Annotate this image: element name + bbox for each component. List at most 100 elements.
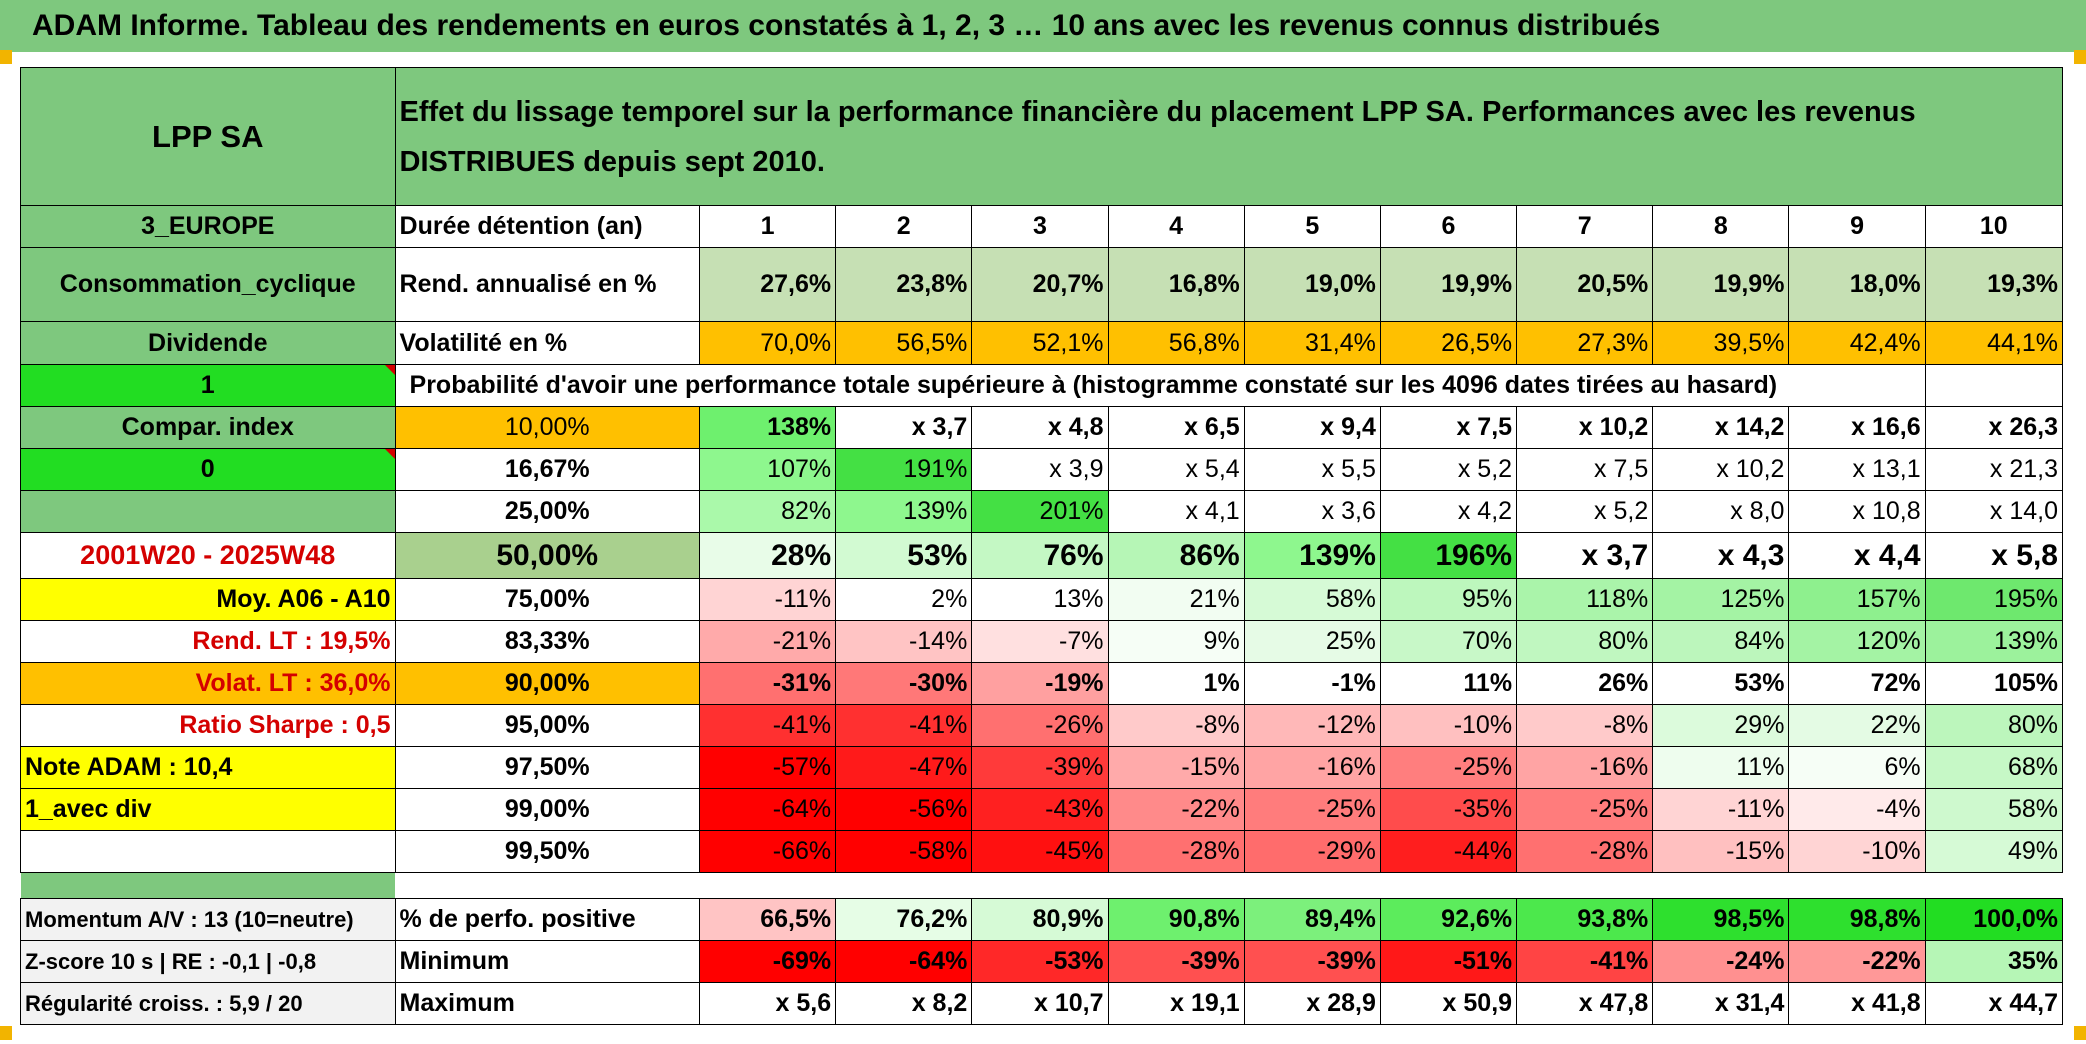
positive-cell: 100,0% <box>1924 898 2064 941</box>
corner-marker <box>0 50 12 64</box>
percentile-cell: -31% <box>698 662 837 705</box>
percentile-cell: 118% <box>1516 578 1654 621</box>
percentile-row: 99,50% -66% -58% -45% -28% -29% -44% -28% -15% -1… <box>20 830 2064 873</box>
percentile-cell: 86% <box>1107 532 1245 579</box>
region-label: 3_EUROPE <box>20 205 396 248</box>
year-3: 3 <box>971 205 1109 248</box>
percentile-cell: -43% <box>971 788 1109 831</box>
rend-lt-label: Rend. LT : 19,5% <box>20 620 396 663</box>
percentile-cell: -7% <box>971 620 1109 663</box>
percentile-cell: -64% <box>698 788 837 831</box>
percentile-cell: -25% <box>1379 746 1518 789</box>
percentile-label: 16,67% <box>394 448 700 491</box>
percentile-cell: 201% <box>971 490 1109 533</box>
percentile-cell: -10% <box>1788 830 1926 873</box>
percentile-cell: -11% <box>698 578 837 621</box>
rend-cell: 19,3% <box>1924 247 2064 322</box>
positive-cell: 98,8% <box>1788 898 1926 941</box>
percentile-cell: 6% <box>1788 746 1926 789</box>
percentile-cell: 157% <box>1788 578 1926 621</box>
maximum-cell: x 8,2 <box>835 982 973 1025</box>
percentile-cell: 70% <box>1379 620 1518 663</box>
percentile-label: 99,00% <box>394 788 700 831</box>
percentile-cell: 76% <box>971 532 1109 579</box>
percentile-cell: 26% <box>1516 662 1654 705</box>
corner-marker <box>2074 1026 2086 1040</box>
maximum-cell: x 5,6 <box>698 982 837 1025</box>
percentile-cell: x 5,8 <box>1924 532 2064 579</box>
percentile-cell: 80% <box>1924 704 2064 747</box>
percentile-cell: x 4,4 <box>1788 532 1926 579</box>
volat-cell: 56,8% <box>1107 321 1245 365</box>
year-7: 7 <box>1516 205 1654 248</box>
percentile-cell: -25% <box>1516 788 1654 831</box>
minimum-cell: -69% <box>698 940 837 983</box>
percentile-cell: x 10,8 <box>1788 490 1926 533</box>
minimum-cell: -39% <box>1107 940 1245 983</box>
positive-cell: 90,8% <box>1107 898 1245 941</box>
percentile-cell: -10% <box>1379 704 1518 747</box>
percentile-cell: x 4,3 <box>1652 532 1790 579</box>
proba-label: Probabilité d'avoir une performance tota… <box>394 364 1926 407</box>
performance-table-container: LPP SA Effet du lissage temporel sur la … <box>20 67 2064 1025</box>
duree-label: Durée détention (an) <box>394 205 700 248</box>
percentile-cell: 107% <box>698 448 837 491</box>
percentile-cell: x 9,4 <box>1243 406 1381 449</box>
minimum-label: Minimum <box>394 940 700 983</box>
percentile-row: 25,00% 82% 139% 201% x 4,1 x 3,6 x 4,2 x 5,2 x 8… <box>20 490 2064 533</box>
volat-cell: 39,5% <box>1652 321 1790 365</box>
period-label: 2001W20 - 2025W48 <box>20 532 396 579</box>
percentile-cell: x 26,3 <box>1924 406 2064 449</box>
proba-row: 1 Probabilité d'avoir une performance to… <box>20 364 2064 407</box>
percentile-cell: x 3,7 <box>835 406 973 449</box>
rend-cell: 27,6% <box>698 247 837 322</box>
percentile-row: 2001W20 - 2025W48 50,00% 28% 53% 76% 86% 139% 1… <box>20 532 2064 579</box>
minimum-cell: -64% <box>835 940 973 983</box>
percentile-cell: -41% <box>835 704 973 747</box>
percentile-cell: -16% <box>1516 746 1654 789</box>
separator-blank <box>395 873 2062 899</box>
percentile-cell: x 14,0 <box>1924 490 2064 533</box>
header-row: LPP SA Effet du lissage temporel sur la … <box>20 67 2064 206</box>
percentile-cell: -26% <box>971 704 1109 747</box>
percentile-cell: -21% <box>698 620 837 663</box>
percentile-cell: 53% <box>1652 662 1790 705</box>
percentile-label: 97,50% <box>394 746 700 789</box>
volat-label: Volatilité en % <box>394 321 700 365</box>
positive-cell: 66,5% <box>698 898 837 941</box>
rend-cell: 16,8% <box>1107 247 1245 322</box>
percentile-cell: -47% <box>835 746 973 789</box>
percentile-cell: -30% <box>835 662 973 705</box>
positive-cell: 93,8% <box>1516 898 1654 941</box>
percentile-cell: 196% <box>1379 532 1518 579</box>
percentile-cell: 13% <box>971 578 1109 621</box>
percentile-row: Compar. index 10,00% 138% x 3,7 x 4,8 x 6,5 x … <box>20 406 2064 449</box>
avec-div-label: 1_avec div <box>20 788 396 831</box>
percentile-cell: x 3,6 <box>1243 490 1381 533</box>
percentile-cell: -57% <box>698 746 837 789</box>
percentile-row: Moy. A06 - A10 75,00% -11% 2% 13% 21% 58% 95% 11… <box>20 578 2064 621</box>
regularite-label: Régularité croiss. : 5,9 / 20 <box>20 982 396 1025</box>
percentile-cell: 82% <box>698 490 837 533</box>
percentile-label: 99,50% <box>394 830 700 873</box>
page-title: ADAM Informe. Tableau des rendements en … <box>0 0 2086 52</box>
maximum-cell: x 28,9 <box>1243 982 1381 1025</box>
percentile-cell: 28% <box>698 532 837 579</box>
rend-cell: 23,8% <box>835 247 973 322</box>
percentile-cell: -29% <box>1243 830 1381 873</box>
empty-label-cell <box>20 830 396 873</box>
percentile-cell: 95% <box>1379 578 1518 621</box>
zscore-label: Z-score 10 s | RE : -0,1 | -0,8 <box>20 940 396 983</box>
moy-label: Moy. A06 - A10 <box>20 578 396 621</box>
percentile-cell: -45% <box>971 830 1109 873</box>
percentile-label: 90,00% <box>394 662 700 705</box>
percentile-cell: -12% <box>1243 704 1381 747</box>
volat-cell: 42,4% <box>1788 321 1926 365</box>
percentile-label: 10,00% <box>394 406 700 449</box>
percentile-cell: 1% <box>1107 662 1245 705</box>
minimum-row: Z-score 10 s | RE : -0,1 | -0,8 Minimum … <box>20 940 2064 983</box>
percentile-cell: 105% <box>1924 662 2064 705</box>
volat-cell: 31,4% <box>1243 321 1381 365</box>
percentile-cell: x 16,6 <box>1788 406 1926 449</box>
percentile-rows: Compar. index 10,00% 138% x 3,7 x 4,8 x 6,5 x … <box>20 406 2064 873</box>
